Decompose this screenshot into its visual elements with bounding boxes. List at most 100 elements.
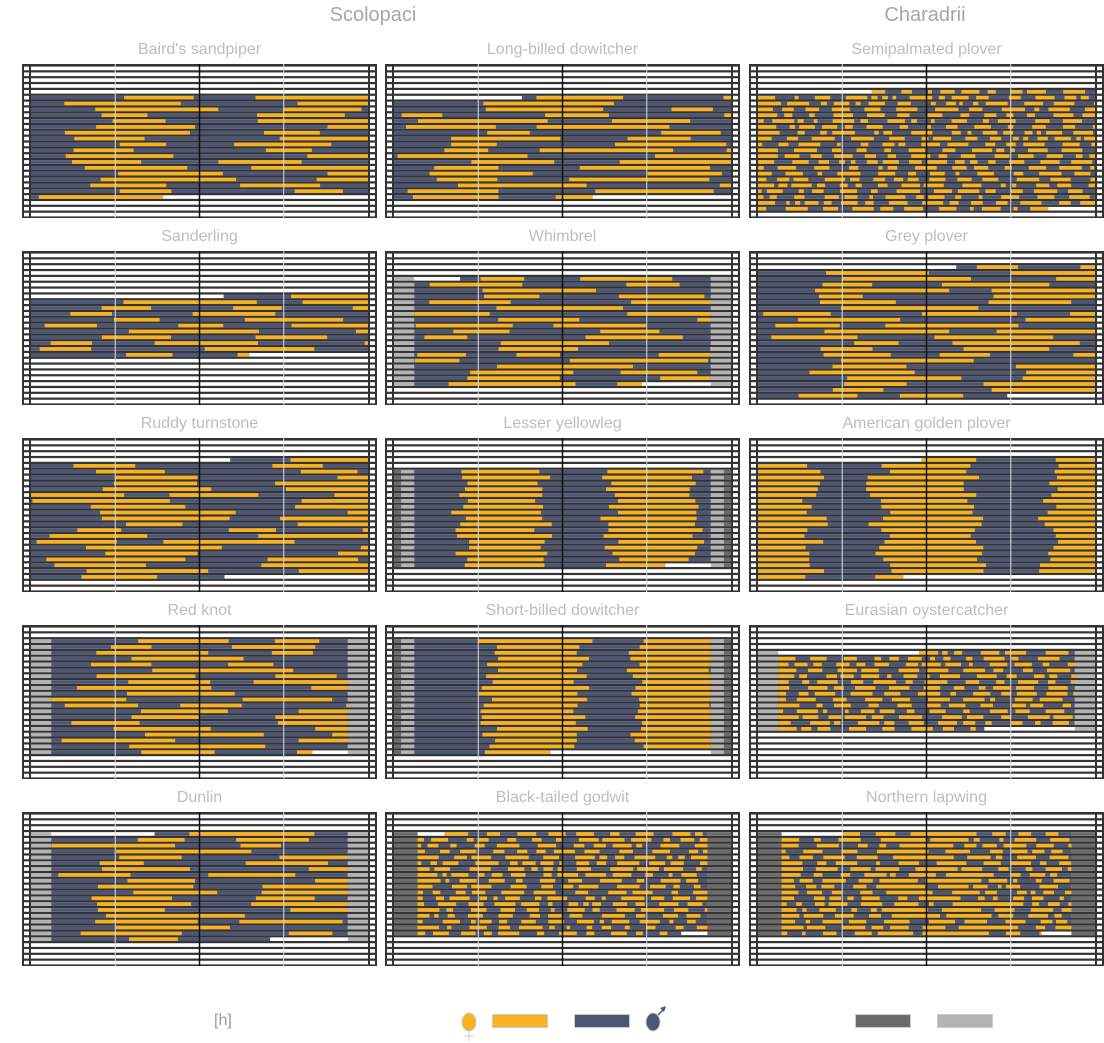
female-incubation-bar — [362, 528, 368, 532]
twilight-shade — [394, 528, 415, 532]
twilight-shade — [394, 335, 415, 340]
female-incubation-bar — [921, 142, 941, 147]
female-incubation-bar — [265, 148, 312, 153]
female-incubation-bar — [994, 154, 1010, 158]
twilight-shade — [710, 288, 731, 293]
female-incubation-bar — [875, 832, 896, 836]
row-marker — [24, 539, 29, 544]
row-marker — [24, 943, 29, 947]
female-incubation-bar — [1038, 516, 1095, 521]
twilight-shade — [394, 750, 402, 755]
row-marker — [751, 189, 756, 194]
twilight-shade — [707, 861, 731, 866]
twilight-shade — [31, 919, 52, 924]
row-marker — [751, 721, 756, 725]
female-incubation-bar — [804, 201, 819, 205]
female-incubation-bar — [661, 130, 721, 135]
row-marker — [387, 487, 392, 492]
twilight-shade — [347, 715, 368, 719]
female-incubation-bar — [946, 101, 956, 106]
twilight-shade — [710, 358, 731, 363]
female-incubation-bar — [826, 674, 838, 679]
row-marker — [751, 639, 756, 643]
twilight-shade — [347, 861, 368, 866]
twilight-shade — [1074, 674, 1095, 679]
female-incubation-bar — [297, 101, 368, 106]
twilight-shade — [723, 504, 731, 509]
female-incubation-bar — [115, 475, 198, 480]
female-incubation-bar — [99, 510, 236, 515]
female-incubation-bar — [880, 837, 926, 842]
female-incubation-bar — [1011, 873, 1021, 877]
female-incubation-bar — [803, 913, 824, 918]
row-marker — [1097, 522, 1102, 527]
female-incubation-bar — [469, 867, 491, 871]
female-incubation-bar — [116, 849, 252, 854]
row-marker — [1097, 861, 1102, 866]
twilight-shade — [31, 925, 52, 930]
female-incubation-bar — [1053, 715, 1073, 719]
female-incubation-bar — [828, 902, 848, 906]
female-incubation-bar — [897, 113, 910, 118]
panel-black-tailed-godwit — [385, 812, 740, 966]
female-incubation-bar — [897, 703, 912, 708]
female-incubation-bar — [814, 165, 830, 170]
female-incubation-bar — [947, 142, 969, 147]
twilight-shade — [1074, 680, 1095, 684]
female-incubation-bar — [97, 908, 165, 912]
row-marker — [751, 446, 756, 451]
row-marker — [751, 370, 756, 375]
female-incubation-bar — [1015, 686, 1035, 690]
twilight-shade — [394, 545, 402, 550]
twilight-shade — [1071, 849, 1095, 854]
row-marker — [387, 645, 392, 649]
row-marker — [387, 896, 392, 901]
panel-title: Black-tailed godwit — [495, 789, 630, 806]
female-incubation-bar — [871, 89, 886, 94]
female-incubation-bar — [928, 89, 932, 94]
row-marker — [387, 516, 392, 521]
row-marker — [24, 475, 29, 480]
row-marker — [1097, 201, 1102, 205]
female-incubation-bar — [453, 329, 510, 334]
female-incubation-bar — [888, 201, 908, 205]
female-incubation-bar — [641, 726, 711, 731]
row-marker — [1097, 645, 1102, 649]
female-incubation-bar — [796, 697, 816, 702]
row-marker — [733, 960, 738, 965]
row-marker — [24, 855, 29, 860]
twilight-shade — [1071, 890, 1095, 895]
row-marker — [387, 890, 392, 895]
female-incubation-bar — [926, 703, 941, 708]
female-incubation-bar — [1037, 656, 1060, 661]
row-marker — [370, 650, 375, 655]
female-incubation-bar — [786, 136, 799, 141]
female-incubation-bar — [615, 142, 727, 147]
female-incubation-bar — [873, 177, 886, 182]
row-marker — [24, 738, 29, 743]
female-incubation-bar — [1037, 136, 1048, 141]
female-incubation-bar — [493, 896, 498, 901]
female-incubation-bar — [952, 890, 980, 895]
female-incubation-bar — [505, 896, 520, 901]
twilight-shade — [394, 534, 402, 538]
female-incubation-bar — [808, 668, 823, 673]
row-marker — [1097, 943, 1102, 947]
female-incubation-bar — [496, 645, 580, 649]
row-marker — [387, 160, 392, 164]
row-marker — [24, 691, 29, 696]
female-incubation-bar — [797, 317, 901, 322]
row-marker — [1097, 960, 1102, 965]
row-marker — [751, 265, 756, 269]
female-incubation-bar — [907, 177, 919, 182]
female-incubation-bar — [1036, 843, 1054, 848]
female-incubation-bar — [758, 113, 778, 118]
twilight-shade — [723, 493, 731, 497]
row-marker — [24, 721, 29, 725]
row-marker — [370, 545, 375, 550]
twilight-shade — [723, 662, 731, 667]
row-marker — [733, 323, 738, 328]
row-marker — [1097, 662, 1102, 667]
row-marker — [733, 136, 738, 141]
twilight-shade — [1074, 709, 1095, 714]
